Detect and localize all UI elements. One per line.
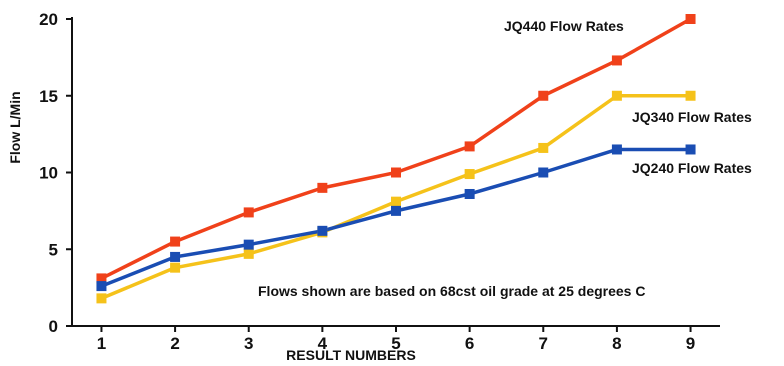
y-tick-label: 5	[49, 240, 58, 259]
data-point	[685, 14, 696, 24]
x-tick-label: 2	[170, 334, 179, 353]
y-tick-label: 15	[39, 87, 58, 106]
x-tick-label: 4	[318, 334, 328, 353]
data-point	[391, 167, 401, 178]
data-point	[391, 196, 401, 207]
data-point	[96, 293, 107, 304]
series-line	[100, 17, 692, 280]
data-point	[685, 90, 696, 101]
x-tick-label: 9	[686, 334, 695, 353]
data-point	[538, 142, 549, 153]
data-point	[611, 55, 622, 66]
data-point	[464, 169, 475, 180]
x-axis-title: RESULT NUMBERS	[286, 347, 416, 363]
x-tick-label: 6	[465, 334, 474, 353]
data-point	[464, 188, 475, 199]
y-ticks: 0 5 10 15 20	[39, 10, 72, 336]
x-tick-label: 5	[391, 334, 400, 353]
data-point	[538, 90, 549, 101]
series-label: JQ340 Flow Rates	[632, 109, 752, 125]
data-point	[317, 225, 328, 236]
data-point	[464, 141, 475, 152]
data-point	[611, 90, 622, 101]
x-ticks: 1 2 3 4 5 6 7 8 9	[97, 326, 695, 353]
series-label: JQ440 Flow Rates	[504, 18, 624, 34]
x-tick-label: 7	[539, 334, 548, 353]
data-point	[170, 251, 181, 262]
data-point	[96, 273, 107, 284]
y-tick-label: 20	[39, 10, 58, 29]
data-point	[243, 248, 254, 259]
data-point	[170, 262, 181, 273]
series-labels: JQ440 Flow Rates JQ340 Flow Rates JQ240 Fl…	[504, 18, 752, 176]
x-tick-label: 1	[97, 334, 106, 353]
data-point	[611, 144, 622, 155]
data-point	[317, 182, 328, 193]
x-tick-label: 8	[612, 334, 621, 353]
data-point	[243, 239, 254, 250]
data-point	[391, 205, 401, 216]
y-tick-label: 10	[39, 164, 58, 183]
data-point	[538, 167, 549, 178]
series-label: JQ240 Flow Rates	[632, 160, 752, 176]
data-point	[96, 281, 107, 292]
series-points	[96, 14, 696, 304]
y-axis-title: Flow L/Min	[7, 91, 23, 163]
data-point	[685, 144, 696, 155]
chart-annotation: Flows shown are based on 68cst oil grade…	[258, 283, 645, 299]
data-point	[170, 236, 181, 247]
y-tick-label: 0	[49, 317, 58, 336]
series-lines	[100, 17, 692, 300]
data-point	[243, 207, 254, 218]
x-tick-label: 3	[244, 334, 253, 353]
